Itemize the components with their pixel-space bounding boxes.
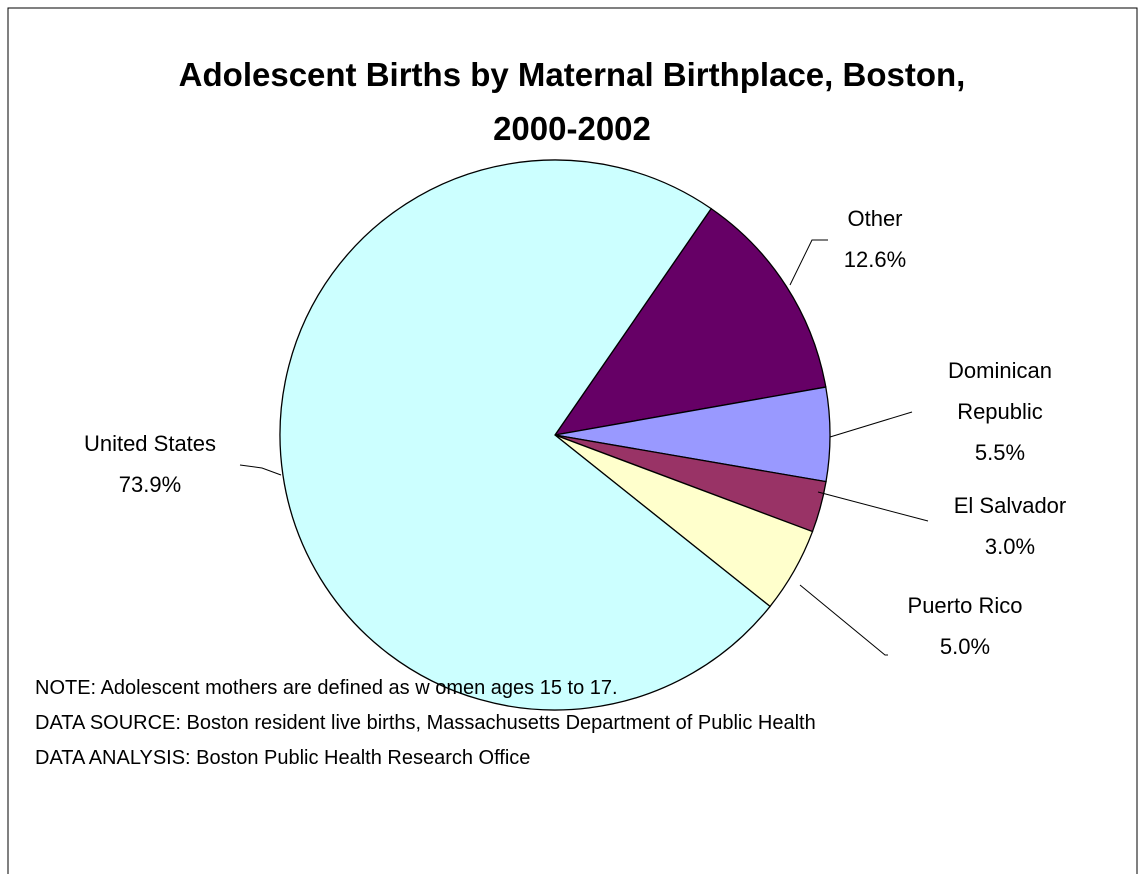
label-name: Puerto Rico (907, 593, 1023, 618)
label-name: El Salvador (953, 493, 1067, 518)
data-label: United States 73.9% (50, 423, 250, 505)
leader-line (817, 491, 929, 522)
pie-slice (553, 207, 827, 436)
leader-line (799, 584, 888, 656)
note: NOTE: Adolescent mothers are defined as … (35, 677, 618, 699)
label-value: 12.6% (843, 247, 907, 272)
leader-line (239, 464, 282, 476)
data-label: El Salvador 3.0% (920, 485, 1100, 567)
leader-line (789, 239, 828, 286)
leader-line (829, 411, 913, 438)
label-name: United States (83, 431, 217, 456)
data-label: Dominican Republic 5.5% (915, 350, 1085, 473)
label-value: 5.5% (974, 440, 1026, 465)
label-value: 3.0% (984, 534, 1036, 559)
label-name: Dominican Republic (948, 358, 1052, 424)
chart-title: Adolescent Births by Maternal Birthplace… (178, 56, 966, 147)
label-name: Other (847, 206, 903, 231)
label-value: 73.9% (118, 472, 182, 497)
note: DATA ANALYSIS: Boston Public Health Rese… (35, 747, 531, 769)
data-label: Puerto Rico 5.0% (880, 585, 1050, 667)
label-value: 5.0% (939, 634, 991, 659)
note: DATA SOURCE: Boston resident live births… (35, 712, 816, 734)
data-label: Other 12.6% (815, 198, 935, 280)
pie-slice (279, 159, 771, 711)
